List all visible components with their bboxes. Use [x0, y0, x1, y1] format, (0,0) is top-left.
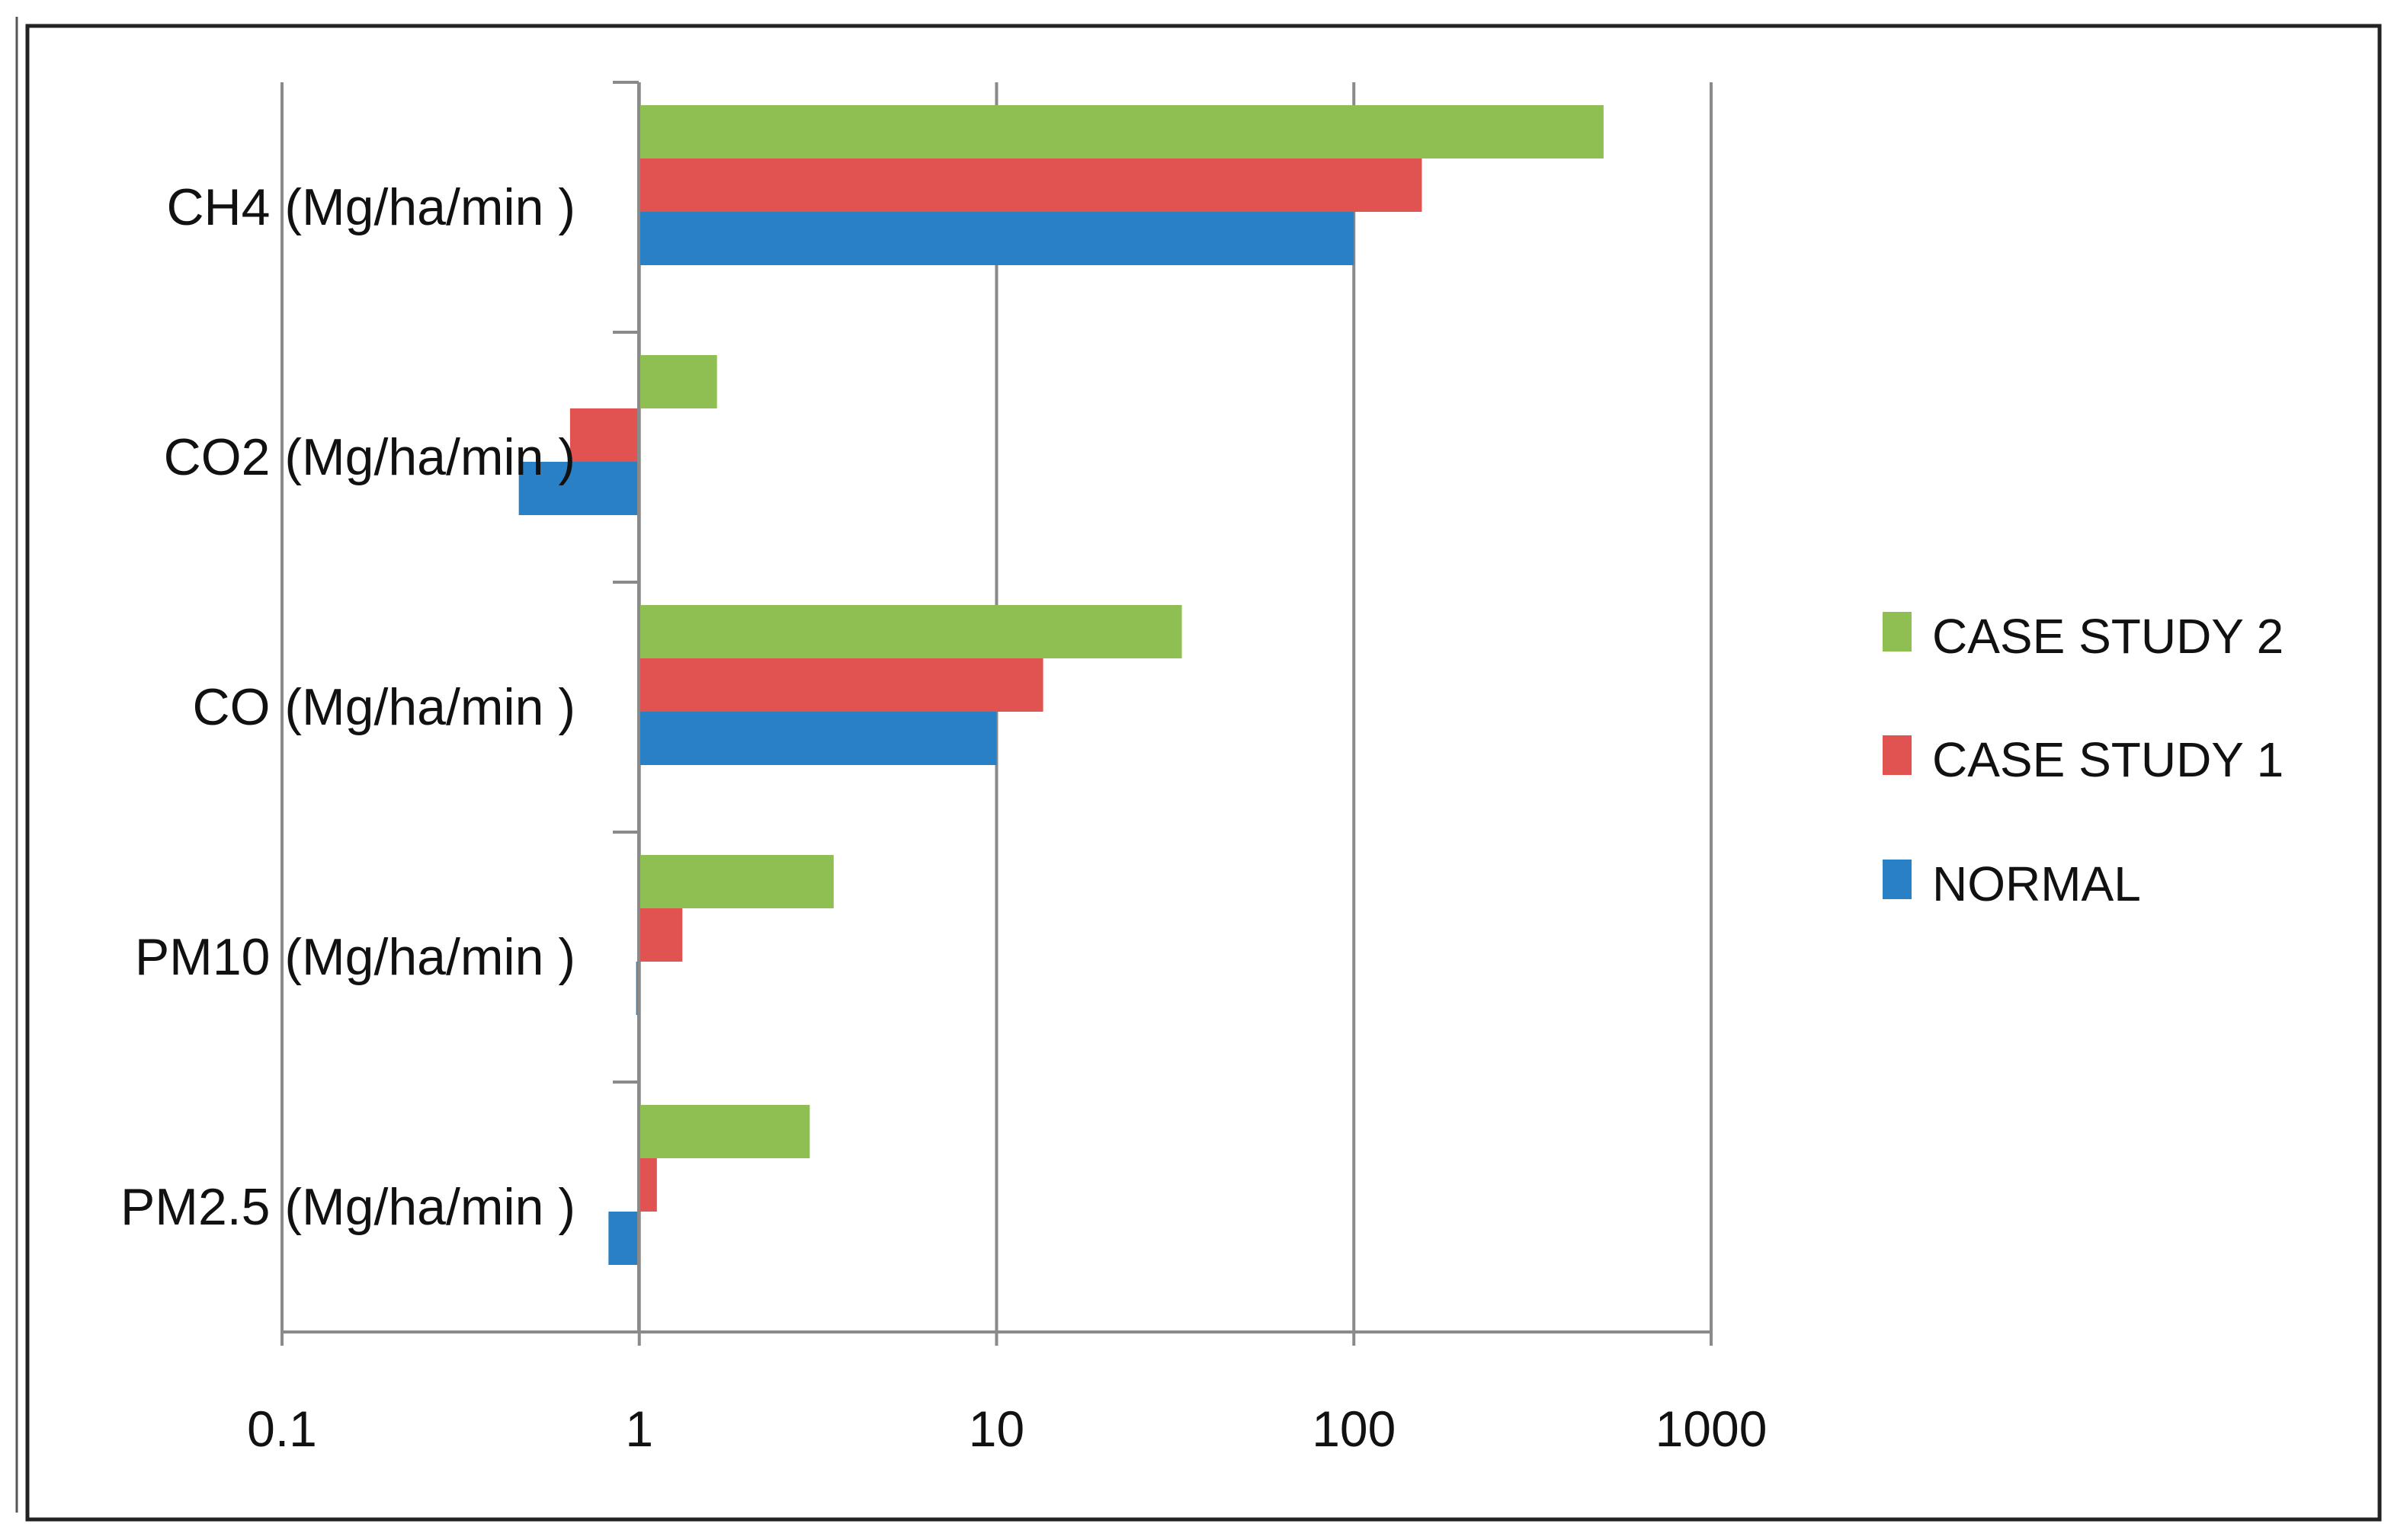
legend: CASE STUDY 2 CASE STUDY 1 NORMAL — [1883, 609, 2284, 911]
bar-normal-2 — [639, 712, 997, 765]
legend-label-case-study-1: CASE STUDY 1 — [1932, 732, 2284, 787]
bar-normal-0 — [639, 212, 1354, 265]
category-label-3: PM10 (Mg/ha/min ) — [135, 928, 575, 986]
x-tick-label-3: 100 — [1312, 1401, 1396, 1457]
x-tick-label-1: 1 — [625, 1401, 653, 1457]
bar-normal-4 — [608, 1212, 639, 1265]
x-tick-label-0: 0.1 — [247, 1401, 317, 1457]
legend-label-case-study-2: CASE STUDY 2 — [1932, 609, 2284, 664]
bar-case-study-2-3 — [639, 855, 834, 908]
bar-case-study-1-3 — [639, 908, 683, 962]
category-label-0: CH4 (Mg/ha/min ) — [166, 178, 575, 236]
legend-swatch-case-study-1 — [1883, 735, 1912, 775]
labels-layer: 0.1 1 10 100 1000 CH4 (Mg/ha/min ) CO2 (Mg/ha/… — [120, 178, 1767, 1457]
bar-case-study-2-4 — [639, 1105, 810, 1158]
bar-case-study-1-0 — [639, 158, 1422, 212]
category-label-2: CO (Mg/ha/min ) — [192, 678, 575, 736]
bar-case-study-2-1 — [639, 355, 717, 408]
bar-case-study-1-4 — [639, 1158, 657, 1212]
x-tick-label-4: 1000 — [1655, 1401, 1768, 1457]
axis-layer — [280, 81, 1713, 1346]
x-tick-label-2: 10 — [969, 1401, 1024, 1457]
category-label-1: CO2 (Mg/ha/min ) — [164, 428, 575, 486]
legend-label-normal: NORMAL — [1932, 856, 2141, 911]
bar-case-study-2-2 — [639, 605, 1182, 658]
bar-case-study-2-0 — [639, 105, 1604, 158]
bar-case-study-1-1 — [569, 408, 639, 462]
legend-swatch-normal — [1883, 860, 1912, 899]
bar-normal-1 — [518, 462, 639, 515]
bar-case-study-1-2 — [639, 658, 1043, 712]
bars-layer — [518, 105, 1604, 1265]
legend-swatch-case-study-2 — [1883, 612, 1912, 652]
category-label-4: PM2.5 (Mg/ha/min ) — [120, 1178, 575, 1236]
outer-frame — [25, 24, 2382, 1522]
